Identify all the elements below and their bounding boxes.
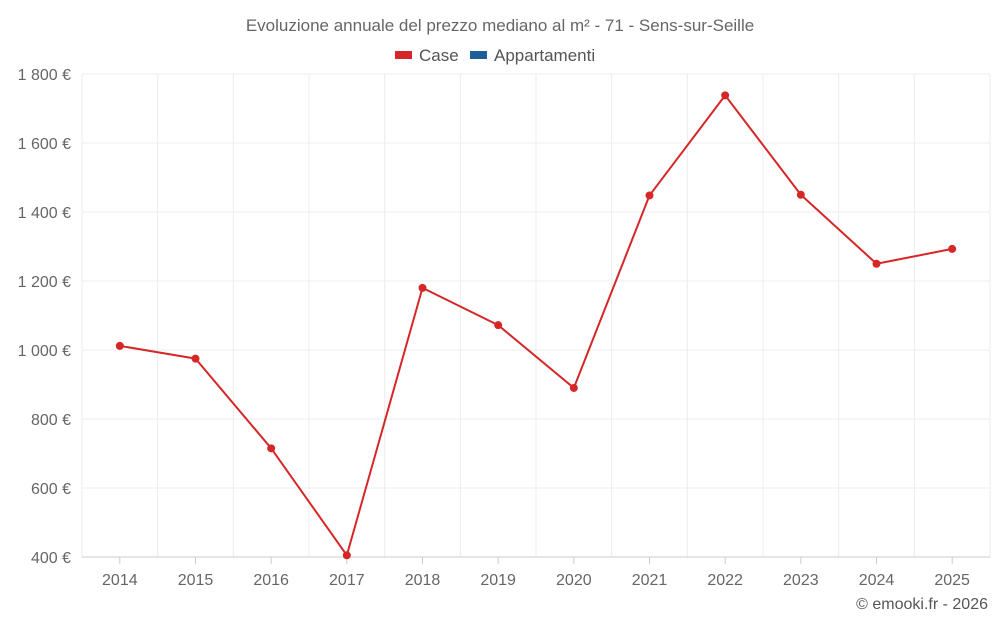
data-point[interactable] bbox=[418, 283, 427, 292]
x-tick-label: 2016 bbox=[253, 572, 289, 589]
chart-title: Evoluzione annuale del prezzo mediano al… bbox=[246, 16, 754, 35]
x-tick-label: 2024 bbox=[859, 572, 895, 589]
legend-item-appartamenti[interactable]: Appartamenti bbox=[470, 46, 595, 65]
x-tick-label: 2019 bbox=[480, 572, 516, 589]
data-point[interactable] bbox=[494, 321, 503, 330]
x-tick-label: 2023 bbox=[783, 572, 819, 589]
x-axis: 2014 2015 2016 2017 2018 2019 2020 2021 2022 2023… bbox=[102, 557, 970, 589]
legend-swatch-appartamenti bbox=[470, 51, 487, 59]
legend-label-appartamenti: Appartamenti bbox=[494, 46, 595, 65]
y-tick-label: 600 € bbox=[31, 481, 71, 498]
y-axis: 400 € 600 € 800 € 1 000 € 1 200 € 1 400 € 1 60… bbox=[18, 67, 71, 567]
x-tick-label: 2014 bbox=[102, 572, 138, 589]
data-point[interactable] bbox=[267, 444, 276, 453]
credit: © emooki.fr - 2026 bbox=[856, 596, 988, 613]
y-tick-label: 1 600 € bbox=[18, 136, 71, 153]
x-tick-label: 2018 bbox=[405, 572, 441, 589]
series-case bbox=[115, 91, 957, 560]
series-line bbox=[119, 94, 953, 557]
y-tick-label: 1 200 € bbox=[18, 274, 71, 291]
data-point[interactable] bbox=[796, 190, 805, 199]
data-point[interactable] bbox=[191, 354, 200, 363]
x-tick-label: 2021 bbox=[632, 572, 668, 589]
x-tick-label: 2025 bbox=[934, 572, 970, 589]
data-point[interactable] bbox=[342, 551, 351, 560]
data-point[interactable] bbox=[569, 383, 578, 392]
legend: Case Appartamenti bbox=[395, 46, 595, 65]
y-tick-label: 1 000 € bbox=[18, 343, 71, 360]
legend-swatch-case bbox=[395, 51, 412, 59]
x-tick-label: 2017 bbox=[329, 572, 365, 589]
y-tick-label: 400 € bbox=[31, 550, 71, 567]
x-tick-label: 2022 bbox=[707, 572, 743, 589]
y-tick-label: 800 € bbox=[31, 412, 71, 429]
data-point[interactable] bbox=[115, 341, 124, 350]
x-tick-label: 2015 bbox=[178, 572, 214, 589]
data-point[interactable] bbox=[872, 259, 881, 268]
x-gridlines bbox=[81, 74, 991, 557]
x-tick-label: 2020 bbox=[556, 572, 592, 589]
data-point[interactable] bbox=[948, 244, 957, 253]
data-point[interactable] bbox=[645, 191, 654, 200]
y-tick-label: 1 400 € bbox=[18, 205, 71, 222]
legend-item-case[interactable]: Case bbox=[395, 46, 459, 65]
y-tick-label: 1 800 € bbox=[18, 67, 71, 84]
data-point[interactable] bbox=[721, 91, 730, 100]
legend-label-case: Case bbox=[419, 46, 459, 65]
